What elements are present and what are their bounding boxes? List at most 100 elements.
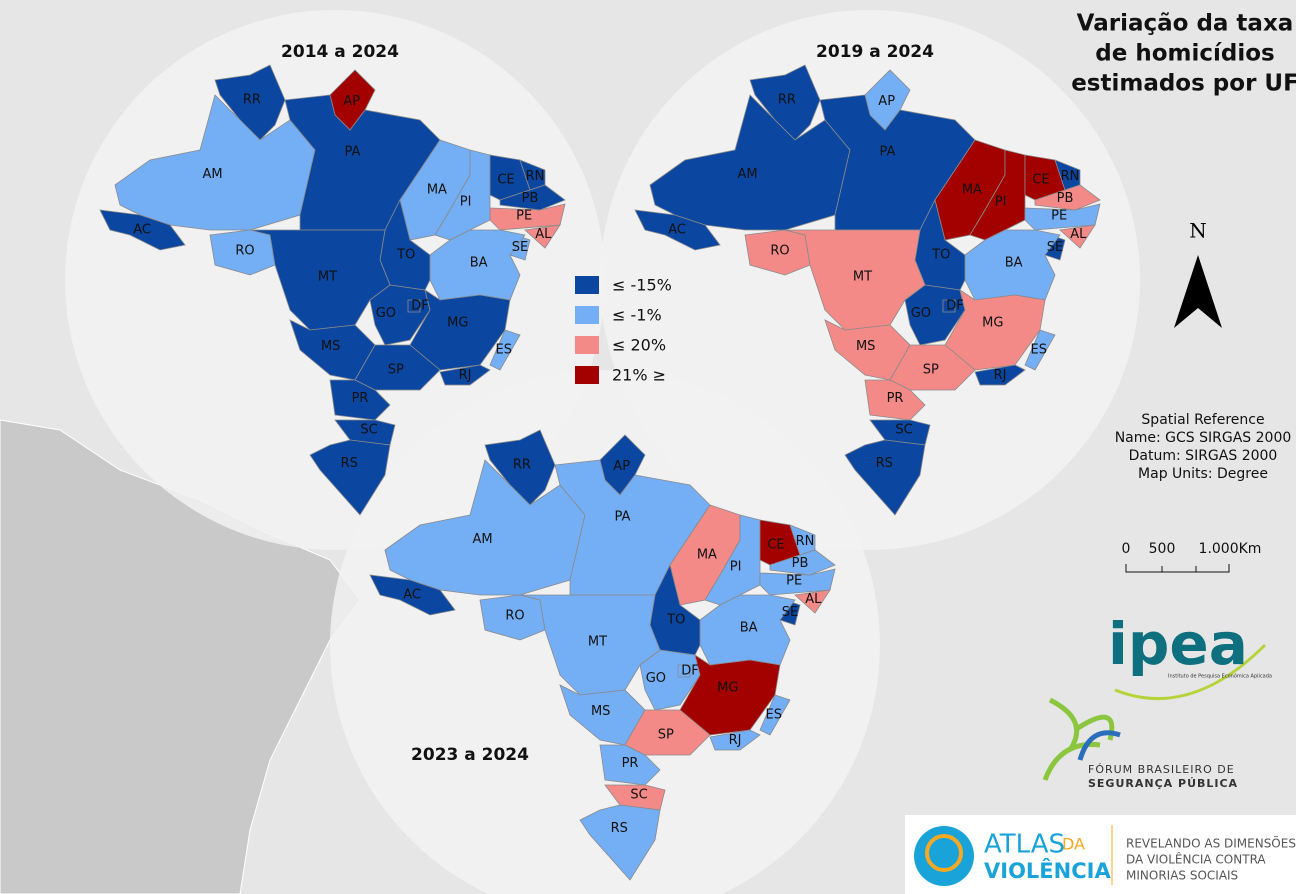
state-label: TO <box>396 248 415 263</box>
ref-line: Datum: SIRGAS 2000 <box>1129 448 1278 464</box>
state-label: RO <box>505 608 524 623</box>
state <box>524 224 561 249</box>
state-label: MT <box>588 635 607 650</box>
north-arrow <box>1174 255 1222 328</box>
logo-mark <box>1077 730 1121 761</box>
state-label: MA <box>962 183 982 198</box>
state-label: RS <box>611 821 628 836</box>
state-label: DF <box>681 664 699 679</box>
state-label: PA <box>345 144 361 159</box>
state <box>309 439 391 516</box>
state <box>579 804 661 881</box>
state-label: MG <box>447 315 468 330</box>
state-label: RS <box>876 456 893 471</box>
state-label: BA <box>1005 256 1023 271</box>
state <box>99 209 186 251</box>
state-label: PE <box>786 574 802 589</box>
state-label: SE <box>1047 240 1063 255</box>
state-label: RR <box>513 458 531 473</box>
state-label: PA <box>615 509 631 524</box>
state-label: MS <box>591 704 610 719</box>
title-line: estimados por UF <box>1071 71 1296 97</box>
spatial-reference: Spatial Reference Name: GCS SIRGAS 2000 … <box>1115 412 1292 482</box>
state-label: AC <box>668 223 686 238</box>
ref-line: Map Units: Degree <box>1138 466 1268 482</box>
state-label: DF <box>946 299 964 314</box>
state-label: PB <box>522 191 539 206</box>
state-label: CE <box>767 538 784 553</box>
state-label: RO <box>235 243 254 258</box>
state-label: PI <box>460 194 472 209</box>
north-label: N <box>1189 219 1207 243</box>
atlas-icon <box>914 826 974 886</box>
logo-swoosh <box>1114 643 1267 701</box>
state-label: SP <box>388 363 404 378</box>
state-label: MS <box>856 339 875 354</box>
state <box>599 744 661 786</box>
state <box>604 784 666 811</box>
state-label: SC <box>360 423 377 438</box>
state-label: MG <box>717 680 738 695</box>
state <box>1024 329 1056 371</box>
state-label: AM <box>202 167 222 182</box>
state-label: RN <box>526 169 545 184</box>
state <box>634 209 721 251</box>
legend-label: ≤ -1% <box>612 306 662 325</box>
title: Variação da taxa de homicídios estimados… <box>1071 11 1296 97</box>
state <box>699 594 796 666</box>
state <box>964 229 1061 301</box>
state <box>869 419 931 446</box>
state-label: ES <box>766 708 782 723</box>
state-label: MG <box>982 315 1003 330</box>
atlas-tag: MINORIAS SOCIAIS <box>1126 869 1238 883</box>
state <box>369 574 456 616</box>
atlas-tag: DA VIOLÊNCIA CONTRA <box>1126 852 1266 867</box>
state <box>334 419 396 446</box>
state-label: BA <box>740 621 758 636</box>
state <box>329 379 391 421</box>
fbsp-text: SEGURANÇA PÚBLICA <box>1088 777 1238 790</box>
state <box>749 64 821 141</box>
state-label: PA <box>880 144 896 159</box>
state-label: SE <box>512 240 528 255</box>
legend: ≤ -15% ≤ -1% ≤ 20% 21% ≥ <box>575 276 672 385</box>
state-label: AL <box>1070 227 1087 242</box>
state-label: AM <box>737 167 757 182</box>
state <box>407 299 421 313</box>
state-label: RN <box>1061 169 1080 184</box>
state-label: PI <box>995 194 1007 209</box>
fbsp-text: FÓRUM BRASILEIRO DE <box>1088 763 1235 776</box>
state-label: AP <box>343 94 360 109</box>
ref-line: Spatial Reference <box>1141 412 1264 428</box>
legend-swatch <box>575 306 599 324</box>
state <box>944 289 1046 371</box>
state <box>974 364 1026 386</box>
state <box>864 379 926 421</box>
state-label: ES <box>496 343 512 358</box>
scale-bar: 0 500 1.000Km <box>1122 541 1261 573</box>
state <box>759 694 791 736</box>
state <box>439 364 491 386</box>
state-label: TO <box>666 613 685 628</box>
state-label: GO <box>376 306 396 321</box>
map-title: 2023 a 2024 <box>411 745 529 765</box>
state-label: PR <box>622 756 639 771</box>
state-label: SP <box>658 728 674 743</box>
state-label: ES <box>1031 343 1047 358</box>
state <box>409 289 511 371</box>
state-label: DF <box>411 299 429 314</box>
state <box>484 429 556 506</box>
state <box>677 664 691 678</box>
ref-line: Name: GCS SIRGAS 2000 <box>1115 430 1292 446</box>
ipea-logo: ipea Instituto de Pesquisa Econômica Apl… <box>1108 610 1272 701</box>
state-label: RJ <box>459 368 472 383</box>
state-label: RJ <box>994 368 1007 383</box>
state-label: GO <box>646 671 666 686</box>
title-line: de homicídios <box>1095 41 1274 67</box>
state <box>709 729 761 751</box>
state-label: CE <box>497 173 514 188</box>
state-label: RN <box>796 534 815 549</box>
